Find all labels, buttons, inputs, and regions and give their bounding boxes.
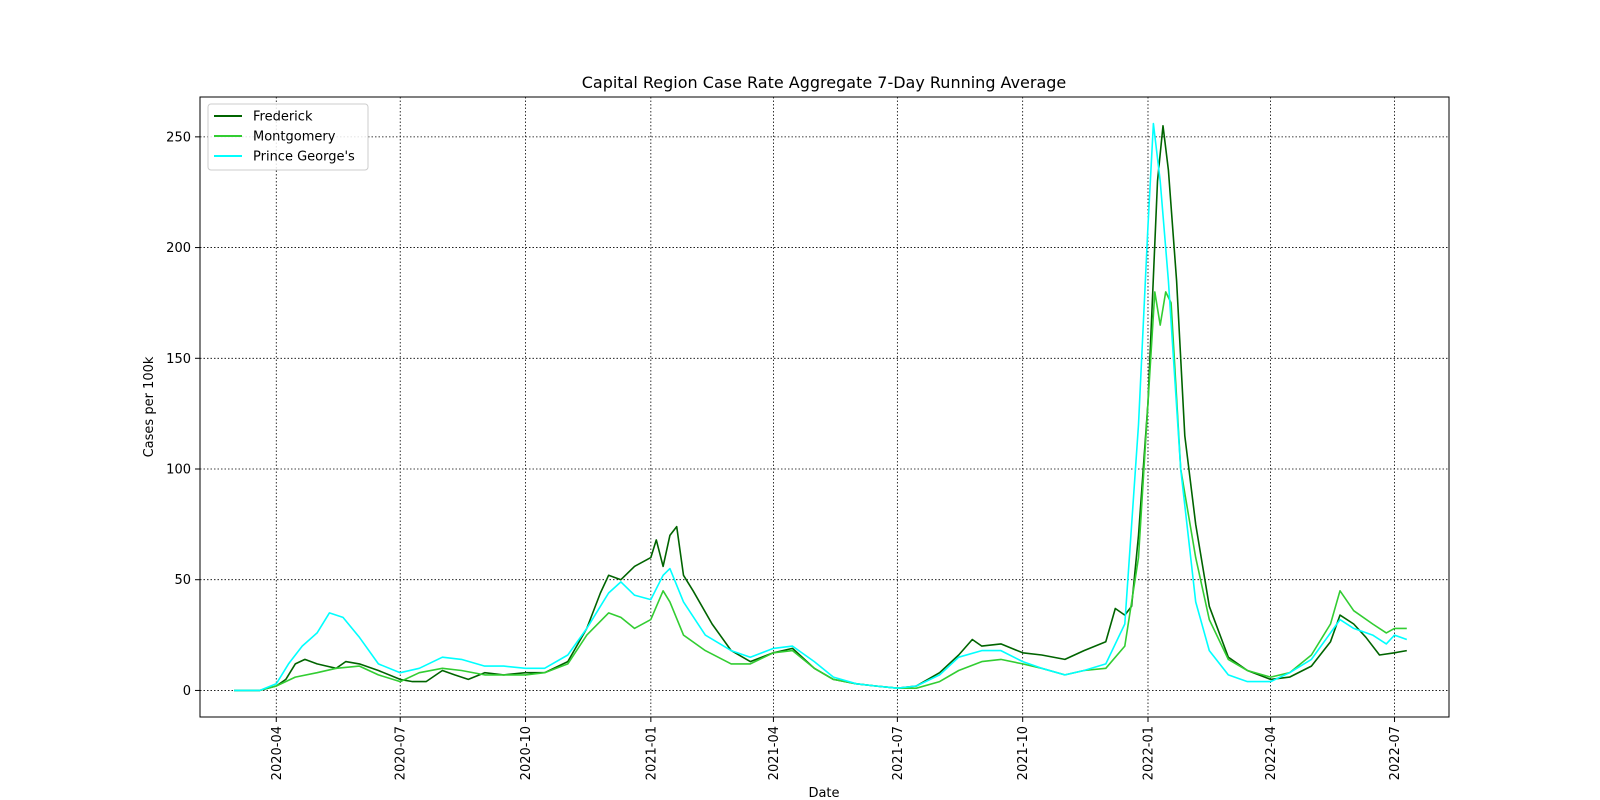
- y-tick-label: 50: [174, 573, 191, 588]
- series-line-prince-george-s: [234, 122, 1408, 692]
- series-lines: [234, 122, 1408, 692]
- x-tick-label: 2021-07: [891, 726, 906, 780]
- legend: Frederick Montgomery Prince George's: [207, 103, 369, 171]
- axis-ticks: 2020-04 2020-07 2020-10 2021-01 2021-04 2021-…: [166, 130, 1403, 780]
- y-tick-label: 200: [166, 241, 191, 256]
- legend-label: Montgomery: [253, 130, 336, 145]
- x-axis-title: Date: [808, 786, 839, 800]
- x-tick-label: 2021-01: [644, 726, 659, 780]
- y-tick-label: 150: [166, 352, 191, 367]
- x-tick-label: 2020-04: [270, 726, 285, 780]
- x-tick-label: 2022-01: [1141, 726, 1156, 780]
- x-tick-label: 2020-07: [394, 726, 409, 780]
- y-tick-label: 250: [166, 130, 191, 145]
- x-tick-label: 2021-04: [767, 726, 782, 780]
- y-tick-label: 0: [183, 684, 191, 699]
- legend-label: Frederick: [253, 110, 313, 125]
- grid: [200, 97, 1449, 717]
- legend-label: Prince George's: [253, 150, 355, 165]
- x-tick-label: 2020-10: [519, 726, 534, 780]
- plot-area-frame: [199, 96, 1450, 718]
- legend-box: [207, 103, 369, 171]
- chart-title: Capital Region Case Rate Aggregate 7-Day…: [582, 73, 1067, 92]
- series-line-frederick: [234, 125, 1407, 692]
- x-tick-label: 2021-10: [1016, 726, 1031, 780]
- y-axis-title: Cases per 100k: [142, 356, 157, 457]
- y-tick-label: 100: [166, 463, 191, 478]
- x-tick-label: 2022-04: [1264, 726, 1279, 780]
- x-tick-label: 2022-07: [1388, 726, 1403, 780]
